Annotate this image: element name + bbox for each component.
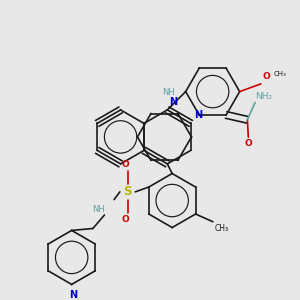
Text: N: N <box>169 97 177 107</box>
Text: CH₃: CH₃ <box>273 71 286 77</box>
Text: O: O <box>122 160 130 169</box>
Text: S: S <box>123 185 132 198</box>
Text: N: N <box>70 290 78 300</box>
Text: O: O <box>263 72 271 81</box>
Text: NH: NH <box>162 88 175 97</box>
Text: NH: NH <box>92 206 104 214</box>
Text: N: N <box>195 110 203 119</box>
Text: O: O <box>122 215 130 224</box>
Text: NH₂: NH₂ <box>255 92 272 100</box>
Text: O: O <box>244 139 252 148</box>
Text: CH₃: CH₃ <box>215 224 229 233</box>
